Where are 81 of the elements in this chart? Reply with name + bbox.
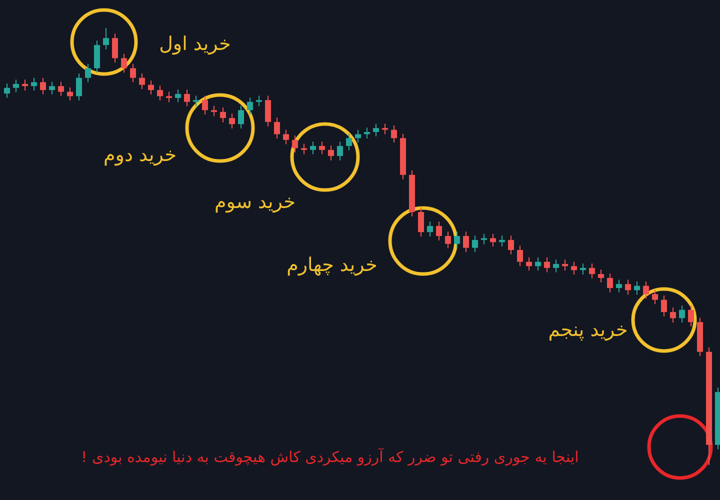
- annotation: خرید اول: [159, 33, 231, 55]
- candlestick: [130, 63, 136, 83]
- candlestick: [328, 145, 334, 161]
- candlestick: [112, 33, 118, 64]
- annotation: خرید سوم: [214, 191, 296, 213]
- candlestick: [625, 279, 631, 296]
- candlestick: [418, 207, 424, 237]
- candlestick: [94, 40, 100, 74]
- candlestick: [265, 95, 271, 127]
- candlestick: [292, 135, 298, 154]
- candlestick: [49, 81, 55, 95]
- candlestick: [427, 221, 433, 237]
- candlestick: [382, 123, 388, 135]
- candlestick: [688, 304, 694, 327]
- candlestick: [670, 307, 676, 324]
- annotation: خرید پنجم: [548, 319, 628, 341]
- candlestick: [157, 85, 163, 102]
- candlestick: [67, 86, 73, 102]
- candlestick: [391, 124, 397, 143]
- candlestick: [562, 259, 568, 272]
- candlestick: [616, 279, 622, 293]
- candlestick: [238, 105, 244, 130]
- candlestick: [139, 72, 145, 90]
- candlestick: [661, 294, 667, 317]
- annotation: خرید چهارم: [286, 254, 378, 276]
- candlestick: [247, 96, 253, 116]
- candlestick: [598, 269, 604, 283]
- candlestick: [526, 256, 532, 272]
- candlestick: [76, 72, 82, 102]
- candlestick: [346, 133, 352, 151]
- candlestick: [445, 231, 451, 249]
- candlestick: [436, 221, 442, 241]
- annotation: اینجا یه جوری رفتی تو ضرر که آرزو میکردی کاش هیچوقت به دنیا نیومده بودی !: [81, 447, 579, 466]
- candlestick: [31, 77, 37, 91]
- candlestick: [310, 141, 316, 155]
- candlestick: [229, 113, 235, 130]
- candlestick: [301, 143, 307, 155]
- candlestick: [481, 233, 487, 245]
- candlestick: [499, 235, 505, 247]
- candlestick: [85, 63, 91, 83]
- candlestick: [607, 273, 613, 293]
- candlestick: [256, 95, 262, 107]
- candlestick: [58, 81, 64, 97]
- candlestick: [175, 89, 181, 103]
- candlestick: [355, 129, 361, 143]
- candlestick: [274, 117, 280, 140]
- candlestick: [508, 235, 514, 255]
- candlestick: [193, 95, 199, 107]
- candlestick: [472, 235, 478, 253]
- candlestick: [490, 233, 496, 247]
- candlestick: [679, 304, 685, 324]
- candlestick: [40, 77, 46, 95]
- candlestick: [184, 89, 190, 107]
- candlestick: [337, 141, 343, 161]
- candlestick: [652, 289, 658, 305]
- annotation: خرید دوم: [104, 144, 176, 166]
- candlestick: [544, 256, 550, 273]
- candlestick: [634, 280, 640, 296]
- candlestick: [580, 263, 586, 275]
- candlestick: [454, 231, 460, 249]
- candlestick: [283, 129, 289, 145]
- candlestick: [643, 280, 649, 300]
- candlestick: [121, 53, 127, 74]
- candlestick: [463, 231, 469, 253]
- candlestick: [22, 79, 28, 91]
- candlestick: [553, 259, 559, 273]
- candlestick: [220, 107, 226, 123]
- candlestick: [373, 123, 379, 137]
- candlestick: [319, 141, 325, 155]
- candlestick: [535, 256, 541, 272]
- candlestick: [517, 245, 523, 267]
- candlestick: [166, 91, 172, 103]
- candlestick: [202, 95, 208, 116]
- candlestick: [589, 263, 595, 279]
- candlestick: [4, 83, 10, 98]
- candlestick: [364, 127, 370, 140]
- candlestick: [211, 105, 217, 117]
- candlestick: [13, 79, 19, 93]
- candlestick: [148, 80, 154, 95]
- candlestick: [571, 261, 577, 275]
- candlestick: [103, 28, 109, 50]
